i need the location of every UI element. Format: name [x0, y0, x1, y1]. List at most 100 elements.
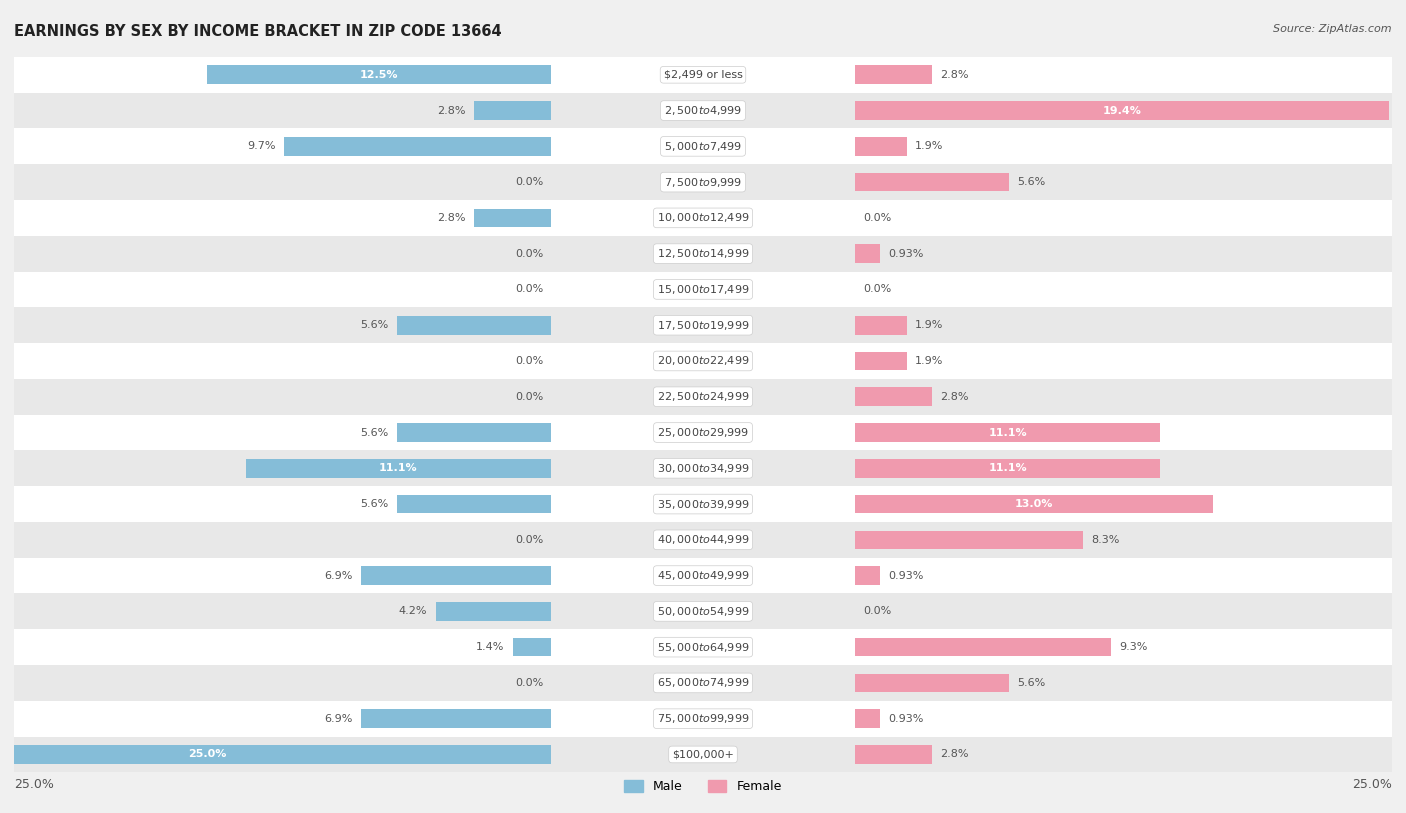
Bar [14, 93, 1392, 128]
Text: 0.0%: 0.0% [515, 392, 543, 402]
Text: 0.93%: 0.93% [889, 571, 924, 580]
Text: $2,499 or less: $2,499 or less [664, 70, 742, 80]
Bar [855, 352, 907, 370]
Bar [855, 567, 880, 585]
Bar [855, 173, 1010, 191]
Bar [284, 137, 551, 155]
Text: 1.9%: 1.9% [915, 141, 943, 151]
Bar [855, 495, 1213, 513]
Text: 5.6%: 5.6% [1017, 177, 1046, 187]
Text: 6.9%: 6.9% [325, 571, 353, 580]
Text: 0.0%: 0.0% [863, 285, 891, 294]
Text: 25.0%: 25.0% [1353, 778, 1392, 791]
Bar [14, 200, 1392, 236]
Text: 0.93%: 0.93% [889, 249, 924, 259]
Bar [14, 379, 1392, 415]
Bar [14, 558, 1392, 593]
Text: $20,000 to $22,499: $20,000 to $22,499 [657, 354, 749, 367]
Text: $45,000 to $49,999: $45,000 to $49,999 [657, 569, 749, 582]
Text: 11.1%: 11.1% [988, 428, 1026, 437]
Text: 1.9%: 1.9% [915, 320, 943, 330]
Bar [14, 593, 1392, 629]
Bar [855, 137, 907, 155]
Text: 0.0%: 0.0% [515, 678, 543, 688]
Bar [396, 495, 551, 513]
Text: $50,000 to $54,999: $50,000 to $54,999 [657, 605, 749, 618]
Bar [0, 746, 551, 763]
Bar [855, 459, 1160, 477]
Bar [14, 236, 1392, 272]
Text: $17,500 to $19,999: $17,500 to $19,999 [657, 319, 749, 332]
Text: $7,500 to $9,999: $7,500 to $9,999 [664, 176, 742, 189]
Bar [396, 424, 551, 441]
Bar [513, 638, 551, 656]
Text: 0.0%: 0.0% [863, 213, 891, 223]
Text: $12,500 to $14,999: $12,500 to $14,999 [657, 247, 749, 260]
Text: 9.7%: 9.7% [247, 141, 276, 151]
Text: 5.6%: 5.6% [360, 428, 389, 437]
Bar [855, 316, 907, 334]
Bar [855, 102, 1389, 120]
Text: $25,000 to $29,999: $25,000 to $29,999 [657, 426, 749, 439]
Text: 0.0%: 0.0% [515, 285, 543, 294]
Bar [14, 737, 1392, 772]
Bar [14, 128, 1392, 164]
Text: 1.4%: 1.4% [477, 642, 505, 652]
Bar [855, 710, 880, 728]
Text: 2.8%: 2.8% [437, 213, 465, 223]
Text: 25.0%: 25.0% [14, 778, 53, 791]
Bar [14, 629, 1392, 665]
Text: 4.2%: 4.2% [399, 606, 427, 616]
Text: 11.1%: 11.1% [988, 463, 1026, 473]
Bar [855, 746, 932, 763]
Bar [855, 424, 1160, 441]
Bar [14, 272, 1392, 307]
Bar [14, 57, 1392, 93]
Bar [855, 245, 880, 263]
Bar [436, 602, 551, 620]
Text: $55,000 to $64,999: $55,000 to $64,999 [657, 641, 749, 654]
Text: $2,500 to $4,999: $2,500 to $4,999 [664, 104, 742, 117]
Text: 0.93%: 0.93% [889, 714, 924, 724]
Text: 1.9%: 1.9% [915, 356, 943, 366]
Text: $35,000 to $39,999: $35,000 to $39,999 [657, 498, 749, 511]
Text: $100,000+: $100,000+ [672, 750, 734, 759]
Bar [396, 316, 551, 334]
Text: $22,500 to $24,999: $22,500 to $24,999 [657, 390, 749, 403]
Text: 0.0%: 0.0% [863, 606, 891, 616]
Bar [361, 710, 551, 728]
Text: 19.4%: 19.4% [1102, 106, 1142, 115]
Text: 0.0%: 0.0% [515, 249, 543, 259]
Bar [14, 701, 1392, 737]
Text: 5.6%: 5.6% [1017, 678, 1046, 688]
Bar [14, 522, 1392, 558]
Text: 9.3%: 9.3% [1119, 642, 1147, 652]
Bar [14, 665, 1392, 701]
Legend: Male, Female: Male, Female [619, 776, 787, 798]
Text: $65,000 to $74,999: $65,000 to $74,999 [657, 676, 749, 689]
Bar [474, 209, 551, 227]
Bar [855, 388, 932, 406]
Text: 0.0%: 0.0% [515, 356, 543, 366]
Text: 25.0%: 25.0% [188, 750, 226, 759]
Text: 12.5%: 12.5% [360, 70, 398, 80]
Bar [855, 531, 1083, 549]
Text: 11.1%: 11.1% [380, 463, 418, 473]
Bar [361, 567, 551, 585]
Text: $30,000 to $34,999: $30,000 to $34,999 [657, 462, 749, 475]
Text: $10,000 to $12,499: $10,000 to $12,499 [657, 211, 749, 224]
Bar [474, 102, 551, 120]
Bar [207, 66, 551, 84]
Text: 0.0%: 0.0% [515, 177, 543, 187]
Bar [14, 307, 1392, 343]
Bar [14, 415, 1392, 450]
Bar [855, 674, 1010, 692]
Text: 13.0%: 13.0% [1015, 499, 1053, 509]
Text: 2.8%: 2.8% [941, 392, 969, 402]
Text: $75,000 to $99,999: $75,000 to $99,999 [657, 712, 749, 725]
Bar [855, 638, 1111, 656]
Text: $15,000 to $17,499: $15,000 to $17,499 [657, 283, 749, 296]
Bar [14, 343, 1392, 379]
Text: 5.6%: 5.6% [360, 320, 389, 330]
Text: 2.8%: 2.8% [941, 750, 969, 759]
